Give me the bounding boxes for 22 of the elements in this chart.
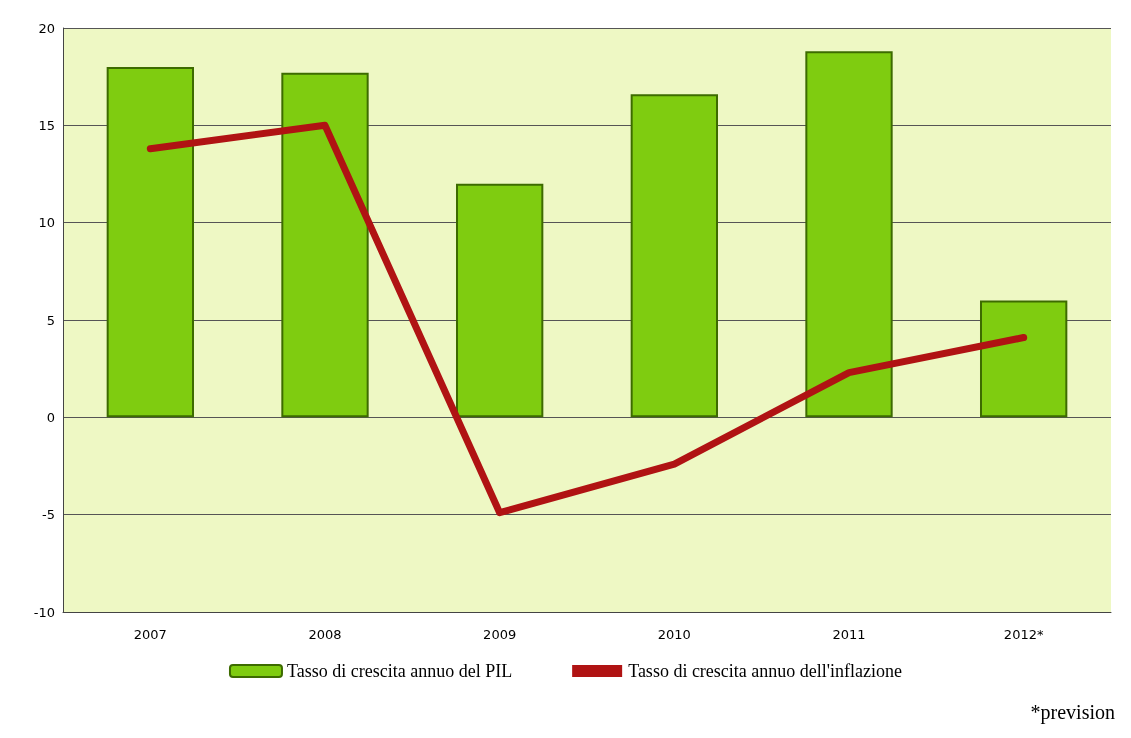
text: *prevision [1030, 701, 1115, 724]
bar [456, 183, 544, 418]
x-tick-label: 2008 [308, 627, 342, 642]
x-tick-label: 2009 [483, 627, 517, 642]
y-tick-label: 10 [38, 215, 55, 231]
y-tick-label: -10 [33, 604, 55, 620]
x-tick-label: 2012* [1003, 627, 1044, 642]
y-tick-label: 0 [46, 409, 55, 425]
y-tick-label: 15 [38, 117, 55, 133]
bar [805, 51, 893, 418]
legend-label: Tasso di crescita annuo dell'inflazione [628, 661, 903, 681]
bar [980, 300, 1068, 418]
bar [281, 72, 369, 418]
y-tick-label: 5 [46, 312, 55, 328]
bar [630, 94, 718, 418]
x-tick-label: 2011 [832, 627, 866, 642]
y-tick-label: -5 [42, 507, 55, 523]
bar [106, 66, 194, 418]
x-tick-label: 2007 [133, 627, 167, 642]
y-tick-label: 20 [38, 20, 55, 36]
x-tick-label: 2010 [657, 627, 691, 642]
legend-label: Tasso di crescita annuo del PIL [286, 661, 513, 681]
